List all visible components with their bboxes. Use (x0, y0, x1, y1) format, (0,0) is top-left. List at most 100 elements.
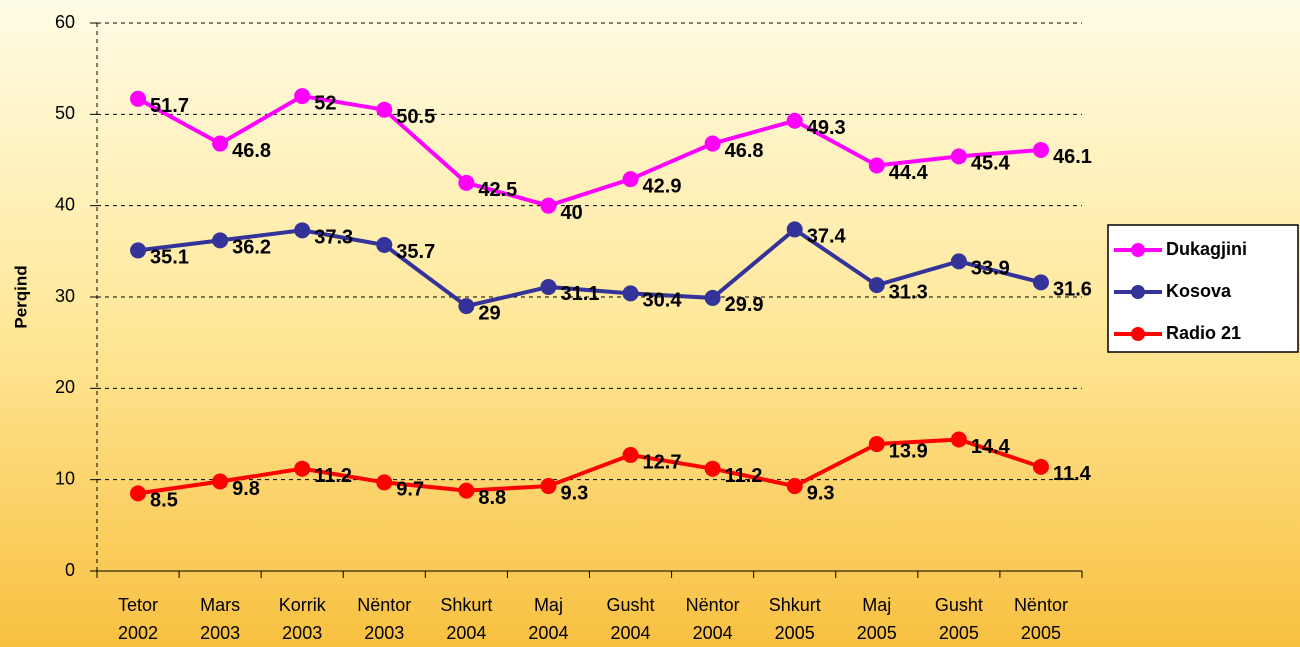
marker (294, 460, 311, 477)
marker (704, 289, 721, 306)
data-label: 46.1 (1053, 146, 1092, 168)
data-label: 9.7 (396, 479, 424, 501)
marker (704, 135, 721, 152)
marker (458, 482, 475, 499)
marker (376, 474, 393, 491)
data-label: 14.4 (971, 436, 1011, 458)
x-tick-label: Shkurt 2004 (440, 595, 492, 643)
data-label: 46.8 (232, 140, 271, 162)
data-label: 31.6 (1053, 279, 1092, 301)
data-label: 8.5 (150, 490, 178, 512)
y-tick-label: 60 (55, 12, 75, 32)
data-label: 35.7 (396, 241, 435, 263)
marker (458, 174, 475, 191)
data-label: 42.5 (478, 179, 517, 201)
data-label: 9.3 (560, 482, 588, 504)
marker (622, 447, 639, 464)
data-label: 9.3 (807, 482, 835, 504)
marker (540, 197, 557, 214)
marker (130, 485, 147, 502)
x-tick-label: Shkurt 2005 (769, 595, 821, 643)
marker (294, 88, 311, 105)
line (137, 226, 1042, 309)
data-label: 40 (560, 202, 582, 224)
data-label: 13.9 (889, 440, 928, 462)
data-label: 31.3 (889, 281, 928, 303)
marker (868, 277, 885, 294)
legend-marker (1131, 285, 1145, 299)
marker (376, 101, 393, 118)
line (137, 93, 1042, 208)
marker (212, 135, 229, 152)
x-tick-label: Gusht 2005 (935, 595, 983, 643)
y-tick-label: 0 (65, 560, 75, 580)
y-tick-label: 50 (55, 103, 75, 123)
data-label: 30.4 (643, 290, 683, 312)
data-label: 44.4 (889, 162, 929, 184)
y-tick-label: 20 (55, 377, 75, 397)
data-label: 29 (478, 302, 500, 324)
marker (786, 478, 803, 495)
marker (950, 253, 967, 270)
legend-marker (1131, 243, 1145, 257)
x-tick-label: Maj 2004 (528, 595, 568, 643)
y-tick-label: 30 (55, 286, 75, 306)
marker (212, 232, 229, 249)
y-tick-label: 40 (55, 194, 75, 214)
marker (376, 236, 393, 253)
data-label: 12.7 (643, 451, 682, 473)
marker (786, 221, 803, 238)
marker (622, 285, 639, 302)
marker (458, 298, 475, 315)
data-label: 46.8 (725, 140, 764, 162)
x-tick-label: Tetor 2002 (118, 595, 158, 643)
line (137, 437, 1042, 496)
data-label: 11.2 (314, 465, 352, 487)
marker (540, 278, 557, 295)
marker (868, 157, 885, 174)
marker (868, 436, 885, 453)
x-tick-label: Mars 2003 (200, 595, 240, 643)
data-label: 36.2 (232, 237, 271, 259)
marker (622, 171, 639, 188)
x-tick-label: Nëntor 2005 (1014, 595, 1068, 643)
data-label: 35.1 (150, 247, 189, 269)
marker (950, 148, 967, 165)
y-tick-label: 10 (55, 468, 75, 488)
data-label: 11.2 (725, 465, 763, 487)
data-label: 52 (314, 92, 336, 114)
x-tick-label: Korrik 2003 (279, 595, 327, 643)
x-tick-label: Nëntor 2003 (357, 595, 411, 643)
data-label: 31.1 (560, 283, 599, 305)
data-label: 11.4 (1053, 463, 1092, 485)
data-label: 8.8 (478, 487, 506, 509)
data-label: 49.3 (807, 117, 846, 139)
marker (1032, 458, 1049, 475)
marker (130, 242, 147, 259)
legend-label: Dukagjini (1166, 239, 1247, 259)
x-tick-label: Nëntor 2004 (686, 595, 740, 643)
data-label: 33.9 (971, 258, 1010, 280)
y-axis-label: Perqind (11, 265, 30, 328)
x-tick-label: Gusht 2004 (607, 595, 655, 643)
data-label: 37.3 (314, 227, 353, 249)
data-label: 45.4 (971, 153, 1011, 175)
marker (294, 222, 311, 239)
marker (704, 460, 721, 477)
marker (130, 90, 147, 107)
marker (786, 112, 803, 129)
data-label: 50.5 (396, 106, 435, 128)
legend-label: Radio 21 (1166, 323, 1241, 343)
marker (950, 431, 967, 448)
marker (212, 473, 229, 490)
data-label: 29.9 (725, 294, 764, 316)
legend-label: Kosova (1166, 281, 1232, 301)
marker (1032, 274, 1049, 291)
data-label: 42.9 (643, 175, 682, 197)
marker (540, 478, 557, 495)
data-label: 51.7 (150, 95, 189, 117)
marker (1032, 141, 1049, 158)
data-label: 9.8 (232, 478, 260, 500)
